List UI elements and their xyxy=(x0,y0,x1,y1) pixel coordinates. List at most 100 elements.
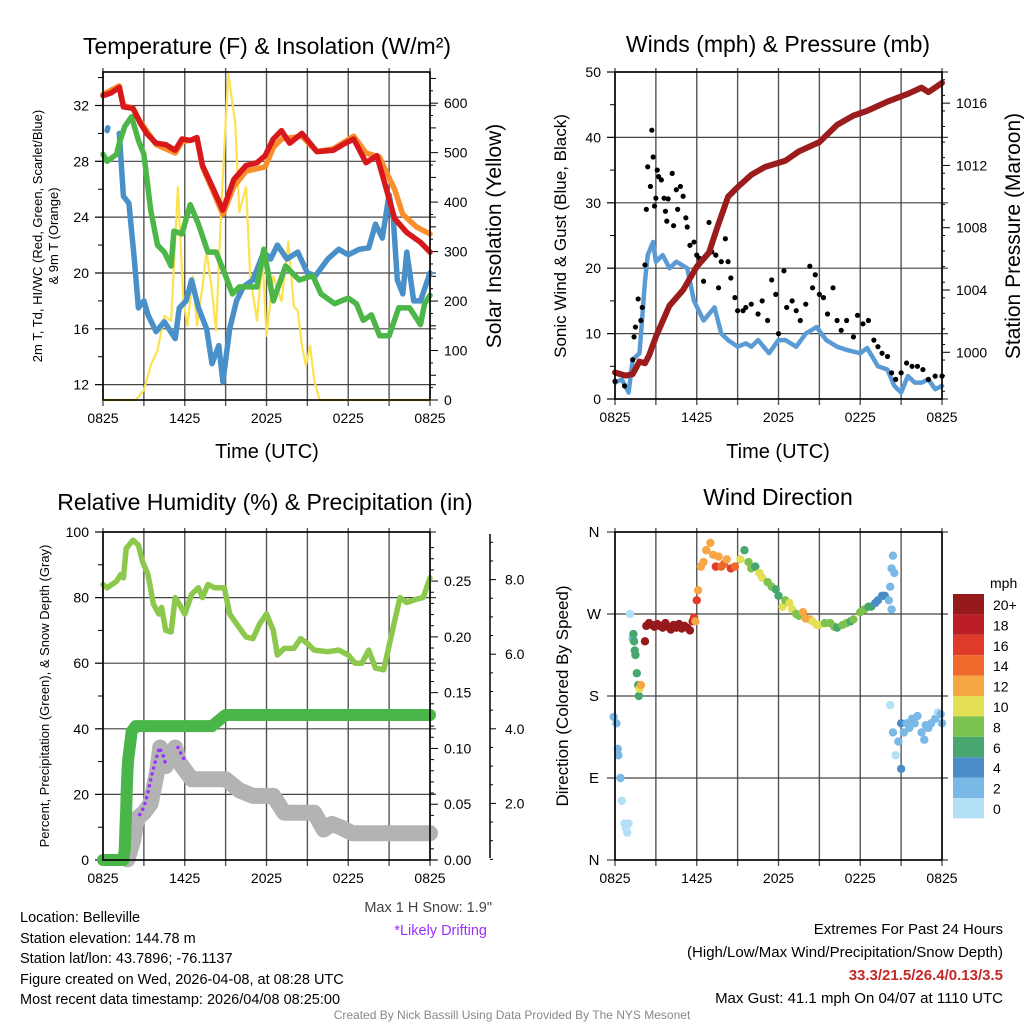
direction-point xyxy=(623,828,632,837)
station-info: Location: Belleville Station elevation: … xyxy=(20,910,344,1008)
legend-label: 16 xyxy=(993,638,1009,654)
percent-tick-label: 60 xyxy=(73,655,89,671)
direction-tick-label: W xyxy=(587,606,602,623)
gust-point xyxy=(755,311,761,317)
winds-plot-frame xyxy=(614,71,943,400)
gust-point xyxy=(735,308,741,314)
gust-point xyxy=(649,127,655,133)
series-likely-drifting xyxy=(138,745,169,817)
temperature-tick-label: 24 xyxy=(73,209,89,225)
winds-xlabel: Time (UTC) xyxy=(726,441,830,463)
gust-point xyxy=(925,376,931,382)
legend-swatch xyxy=(953,716,984,737)
precip-tick-label: 0.10 xyxy=(444,740,471,756)
gust-point xyxy=(898,370,904,376)
humidity-grid: 0825 1425 2025 0225 0825 xyxy=(87,528,446,886)
time-tick-label: 1425 xyxy=(681,409,712,425)
time-tick-label: 1425 xyxy=(169,410,200,426)
temperature-tick-label: 12 xyxy=(73,377,89,393)
pressure-ylabel: Station Pressure (Maroon) xyxy=(1002,113,1024,359)
direction-point xyxy=(884,596,894,605)
legend-label: 6 xyxy=(993,740,1001,756)
legend-label: 14 xyxy=(993,658,1009,674)
gust-point xyxy=(653,195,659,201)
gust-point xyxy=(684,224,690,230)
gust-point xyxy=(683,215,689,221)
time-tick-label: 0825 xyxy=(926,870,957,886)
gust-point xyxy=(639,304,645,311)
direction-point xyxy=(631,650,640,660)
legend-label: 18 xyxy=(993,617,1009,633)
direction-point xyxy=(629,637,639,646)
legend-swatch xyxy=(953,736,984,758)
wind-tick-label: 10 xyxy=(585,326,601,342)
legend-label: 10 xyxy=(993,699,1009,715)
gust-point xyxy=(643,206,649,212)
gust-point xyxy=(789,298,795,304)
gust-point xyxy=(665,196,671,202)
direction-tick-label: N xyxy=(589,852,600,869)
gust-point xyxy=(654,167,660,173)
direction-point xyxy=(616,773,625,783)
temperature-tick-label: 16 xyxy=(73,321,89,337)
temperature-ylabel-line1: 2m T, Td, HI/WC (Red, Green, Scarlet/Blu… xyxy=(30,110,45,362)
gust-point xyxy=(854,312,861,318)
gust-point xyxy=(807,263,813,269)
gust-point xyxy=(850,334,857,340)
gust-point xyxy=(879,350,885,356)
temperature-tick-label: 20 xyxy=(73,265,89,281)
direction-point xyxy=(693,586,703,595)
percent-tick-label: 40 xyxy=(73,721,89,737)
extremes-subtitle: (High/Low/Max Wind/Precipitation/Snow De… xyxy=(687,944,1003,961)
time-tick-label: 2025 xyxy=(251,870,282,886)
gust-point xyxy=(728,275,734,281)
direction-point xyxy=(849,615,858,624)
gust-point xyxy=(715,285,722,291)
direction-point xyxy=(894,737,903,746)
pressure-tick-label: 1016 xyxy=(956,95,987,111)
direction-point xyxy=(699,557,708,567)
percent-tick-label: 0 xyxy=(81,852,89,868)
time-tick-label: 0825 xyxy=(87,410,118,426)
wind-tick-label: 20 xyxy=(585,260,601,276)
wind-tick-label: 40 xyxy=(585,129,601,145)
gust-point xyxy=(888,370,895,376)
direction-chart-title: Wind Direction xyxy=(703,484,853,510)
gust-point xyxy=(865,317,872,324)
pressure-tick-label: 1000 xyxy=(956,344,987,360)
series-likely-drifting xyxy=(176,745,187,763)
gust-point xyxy=(673,187,679,193)
legend-swatch xyxy=(953,594,984,615)
legend-label: 8 xyxy=(993,719,1001,735)
time-tick-label: 0825 xyxy=(414,410,445,426)
winds-chart-title: Winds (mph) & Pressure (mb) xyxy=(626,31,930,57)
latest-timestamp: Most recent data timestamp: 2026/04/08 0… xyxy=(20,992,340,1008)
direction-point xyxy=(692,596,701,605)
series-td xyxy=(100,113,433,339)
gust-point xyxy=(909,363,915,369)
precip-tick-label: 0.00 xyxy=(444,852,471,868)
gust-point xyxy=(743,304,749,311)
direction-point xyxy=(617,796,627,805)
percent-tick-label: 100 xyxy=(66,524,90,540)
gust-point xyxy=(769,277,775,283)
direction-point xyxy=(740,546,749,555)
series-solar-insolation xyxy=(101,72,432,402)
gust-point xyxy=(706,219,712,226)
direction-point xyxy=(887,605,896,614)
station-location: Location: Belleville xyxy=(20,910,140,926)
snow-tick-label: 8.0 xyxy=(505,572,525,588)
drifting-note: *Likely Drifting xyxy=(394,923,487,939)
percent-tick-label: 20 xyxy=(73,786,89,802)
time-tick-label: 2025 xyxy=(763,870,794,886)
max-gust: Max Gust: 41.1 mph On 04/07 at 1110 UTC xyxy=(715,990,1003,1007)
gust-point xyxy=(871,337,877,343)
direction-point xyxy=(774,591,783,600)
temperature-xlabel: Time (UTC) xyxy=(215,441,319,463)
direction-point xyxy=(886,582,895,591)
gust-point xyxy=(844,317,850,324)
wind-tick-label: 30 xyxy=(585,195,601,211)
gust-point xyxy=(664,218,670,224)
solar-tick-label: 200 xyxy=(444,293,468,309)
gust-point xyxy=(700,278,707,284)
